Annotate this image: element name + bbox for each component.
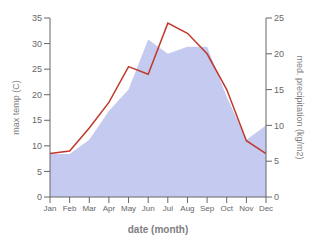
svg-text:Aug: Aug — [180, 204, 194, 213]
svg-text:25: 25 — [32, 64, 42, 74]
svg-text:5: 5 — [274, 156, 279, 166]
svg-text:15: 15 — [32, 115, 42, 125]
svg-text:max temp (C): max temp (C) — [11, 80, 21, 135]
svg-text:Dec: Dec — [259, 204, 273, 213]
svg-text:May: May — [121, 204, 136, 213]
svg-text:Sep: Sep — [200, 204, 215, 213]
svg-text:med. precipitation (kg/m2): med. precipitation (kg/m2) — [295, 55, 305, 159]
svg-text:Oct: Oct — [221, 204, 234, 213]
svg-text:Feb: Feb — [63, 204, 77, 213]
svg-text:35: 35 — [32, 13, 42, 23]
svg-text:date (month): date (month) — [128, 224, 189, 235]
svg-text:Jun: Jun — [142, 204, 155, 213]
svg-text:20: 20 — [274, 49, 284, 59]
svg-text:5: 5 — [37, 167, 42, 177]
svg-text:0: 0 — [37, 192, 42, 202]
svg-text:Jan: Jan — [44, 204, 57, 213]
svg-text:0: 0 — [274, 192, 279, 202]
svg-text:Jul: Jul — [163, 204, 173, 213]
svg-text:30: 30 — [32, 39, 42, 49]
svg-text:15: 15 — [274, 85, 284, 95]
svg-text:Apr: Apr — [103, 204, 116, 213]
svg-text:Mar: Mar — [82, 204, 96, 213]
svg-text:Nov: Nov — [239, 204, 253, 213]
svg-text:10: 10 — [274, 121, 284, 131]
svg-text:20: 20 — [32, 90, 42, 100]
svg-text:10: 10 — [32, 141, 42, 151]
svg-text:25: 25 — [274, 13, 284, 23]
